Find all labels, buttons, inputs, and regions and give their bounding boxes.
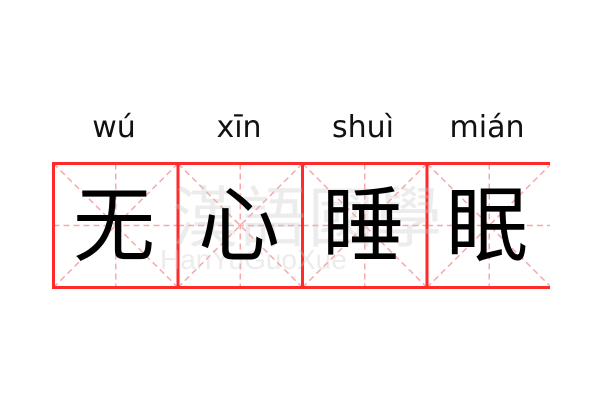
character-1: 心: [197, 179, 280, 274]
pinyin-0: wú: [92, 110, 136, 145]
pinyin-3: mián: [449, 110, 525, 145]
pinyin-1: xīn: [216, 110, 262, 145]
cell-border: [425, 162, 550, 289]
character-grid: [52, 162, 550, 289]
character-2: 睡: [321, 179, 404, 274]
pinyin-2: shuì: [332, 110, 394, 145]
character-3: 眠: [445, 179, 528, 274]
character-0: 无: [72, 179, 155, 274]
